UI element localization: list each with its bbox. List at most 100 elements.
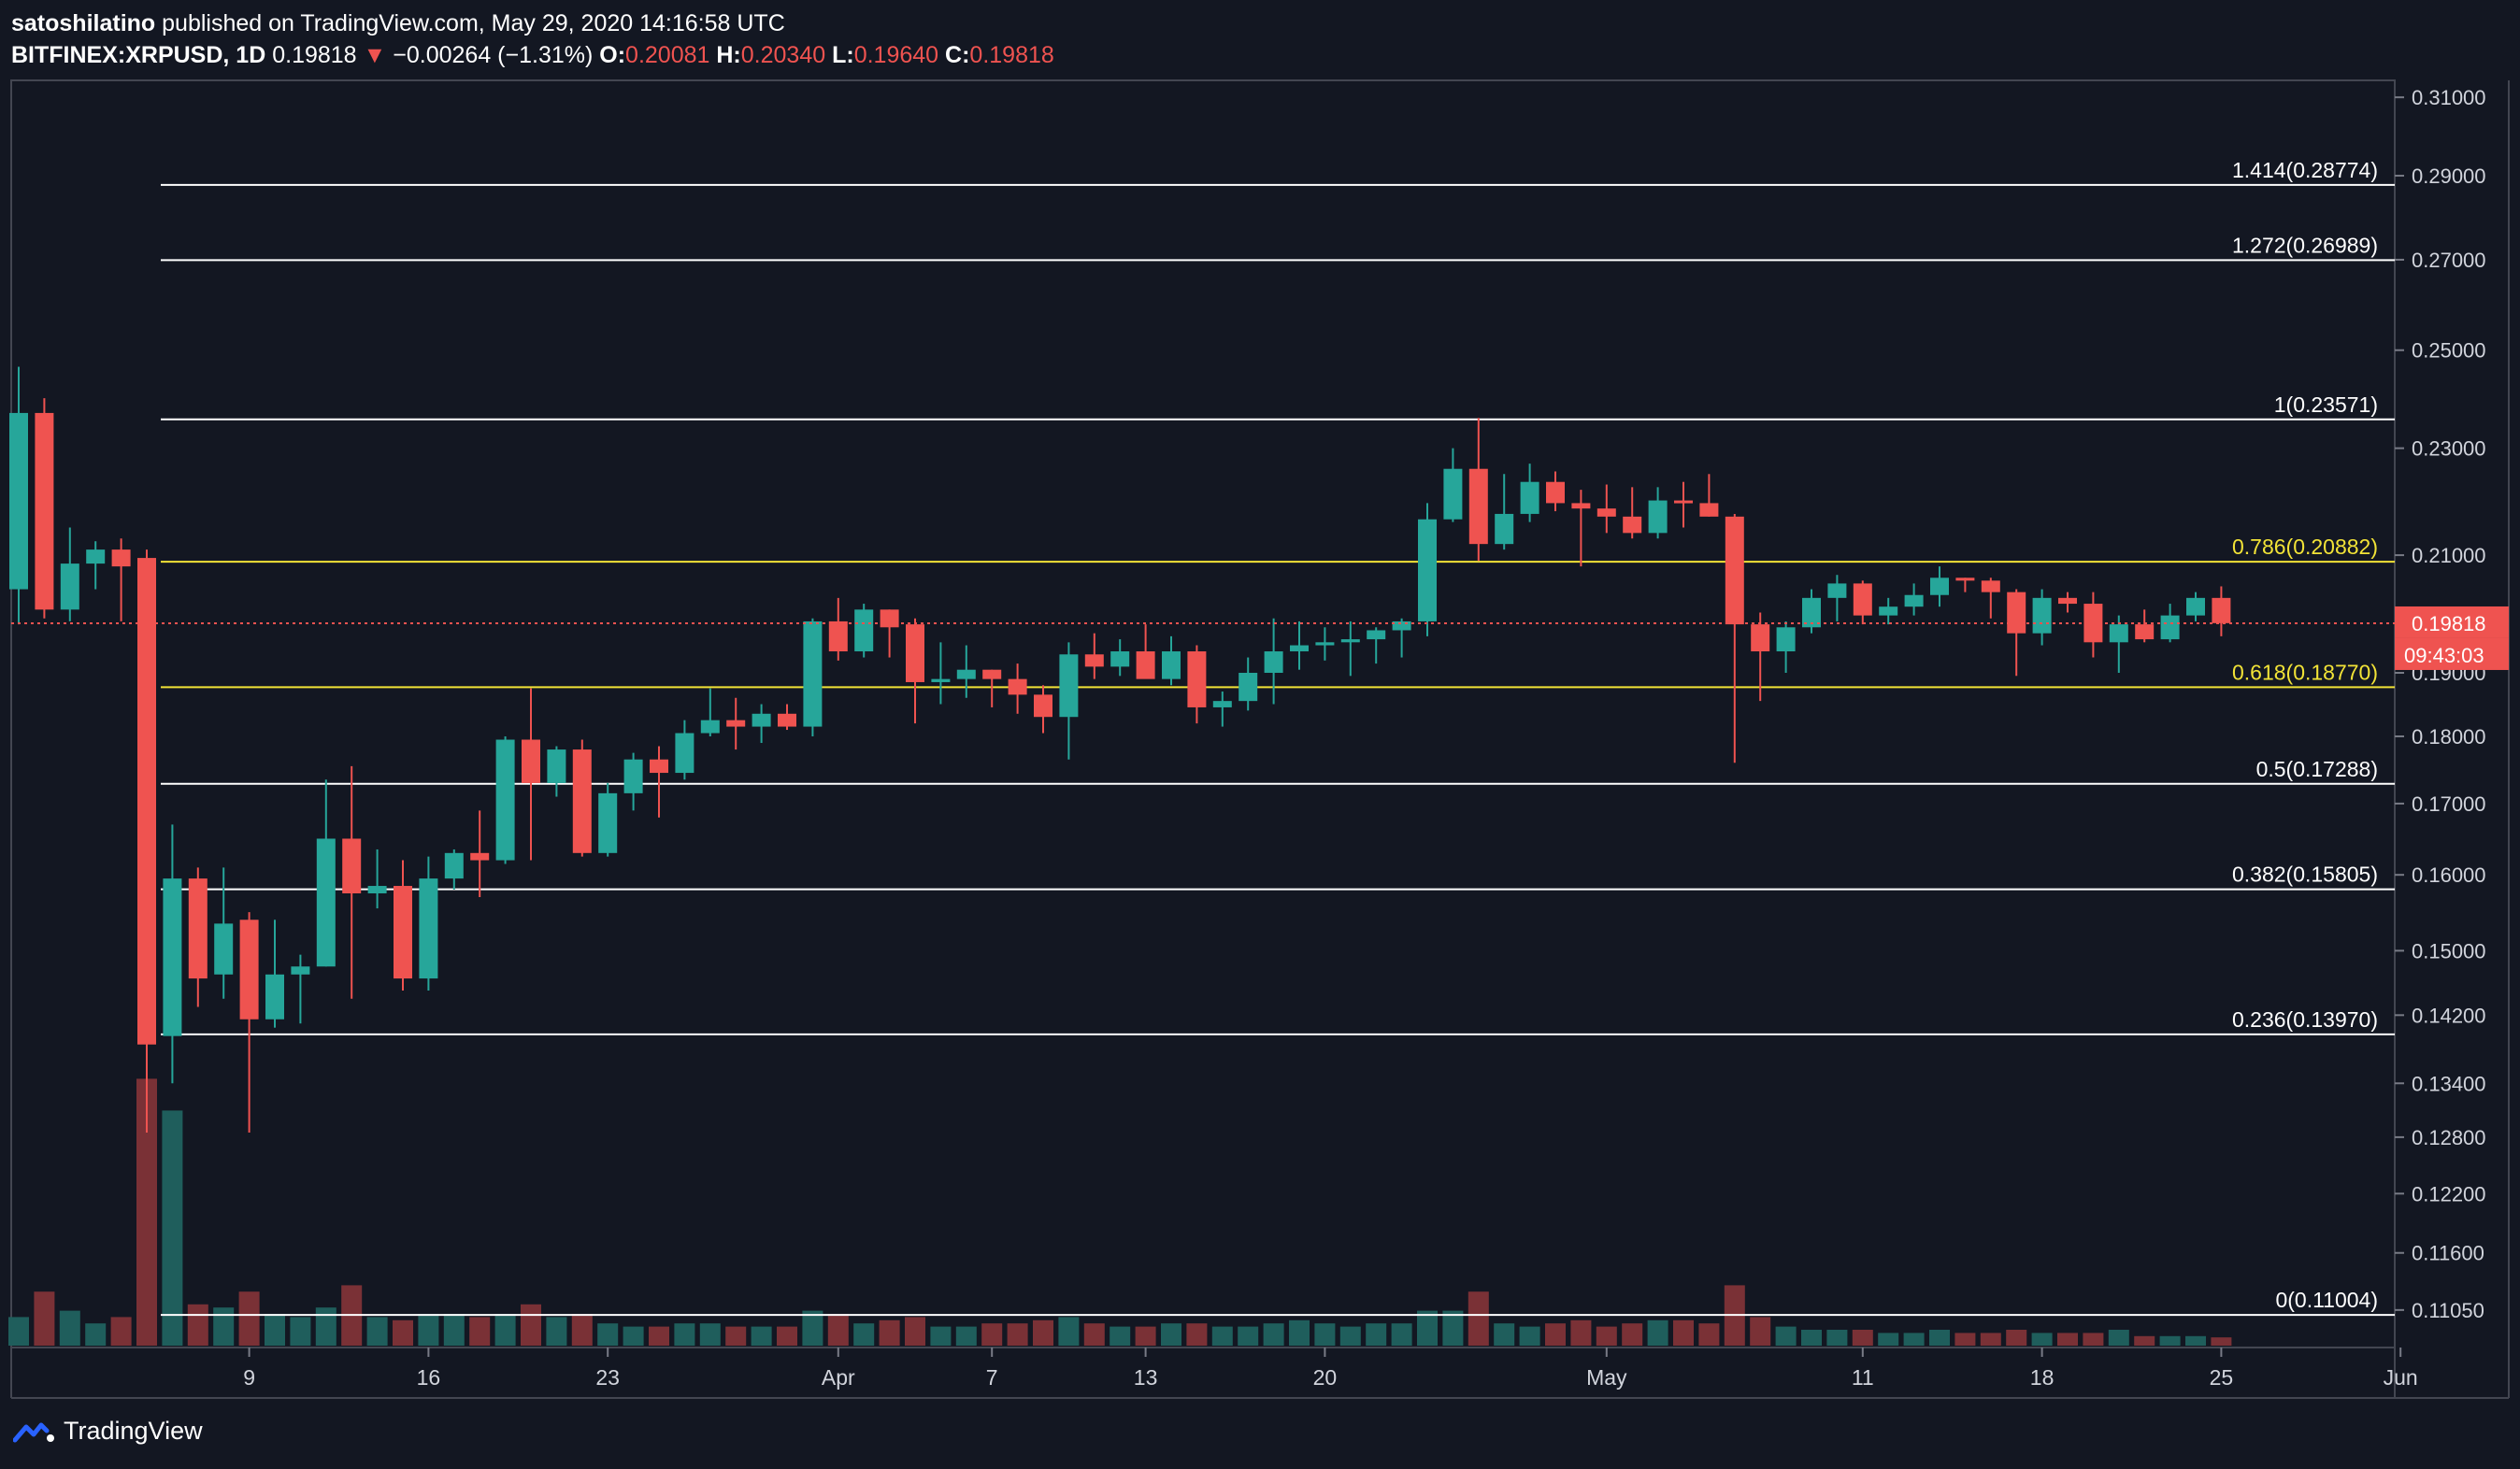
price-tick-label: 0.23000	[2412, 437, 2486, 461]
volume-bar	[571, 1314, 593, 1346]
open-value: 0.20081	[625, 42, 710, 68]
candle-body	[9, 412, 28, 590]
price-tick-label: 0.25000	[2412, 339, 2486, 363]
plot-frame	[10, 79, 2396, 1348]
volume-bar	[1110, 1326, 1131, 1346]
volume-bar	[1903, 1333, 1925, 1346]
candle-body	[547, 749, 566, 783]
fib-label: 0.5(0.17288)	[2256, 757, 2378, 781]
fib-label: 0(0.11004)	[2275, 1288, 2378, 1312]
volume-bar	[1647, 1319, 1668, 1346]
candle-body	[1853, 583, 1872, 616]
volume-bar	[1238, 1326, 1259, 1346]
volume-bar	[1007, 1323, 1028, 1346]
footer-brand[interactable]: TradingView	[13, 1417, 203, 1446]
close-value: 0.19818	[969, 42, 1054, 68]
time-tick-label: 9	[243, 1365, 255, 1390]
candle-body	[598, 792, 618, 853]
candle-body	[1955, 578, 1975, 581]
price-tick-label: 0.12800	[2412, 1126, 2486, 1149]
candle-body	[419, 878, 438, 979]
candle-body	[1059, 654, 1079, 718]
volume-bar	[853, 1323, 875, 1346]
volume-bar	[546, 1317, 567, 1346]
last-price: 0.19818	[272, 42, 357, 68]
time-tick-label: 23	[595, 1365, 620, 1390]
author-name[interactable]: satoshilatino	[11, 10, 156, 36]
time-tick-label: Jun	[2384, 1365, 2418, 1390]
volume-bar	[879, 1319, 900, 1346]
candle-body	[1340, 639, 1360, 643]
candle-body	[137, 558, 156, 1045]
volume-bar	[1801, 1330, 1822, 1346]
candle-body	[700, 720, 720, 734]
candle-body	[60, 563, 79, 610]
brand-name: TradingView	[64, 1417, 203, 1445]
candle-body	[1725, 516, 1744, 625]
volume-bar	[1339, 1326, 1361, 1346]
price-tick-label: 0.16000	[2412, 863, 2486, 887]
time-tick-label: 20	[1313, 1365, 1338, 1390]
candle-body	[495, 739, 515, 861]
candle-body	[35, 412, 54, 610]
candle-body	[1468, 468, 1488, 545]
volume-bar	[827, 1314, 849, 1346]
candle-body	[1751, 624, 1770, 652]
high-value: 0.20340	[740, 42, 826, 68]
candle-body	[342, 838, 362, 893]
fib-label: 0.618(0.18770)	[2232, 660, 2378, 684]
volume-bar	[1033, 1319, 1053, 1346]
candle-body	[1443, 468, 1463, 520]
low-value: 0.19640	[853, 42, 939, 68]
volume-bar	[265, 1314, 285, 1346]
fib-label: 1.414(0.28774)	[2232, 158, 2378, 182]
candle-body	[239, 920, 259, 1020]
candle-body	[2160, 615, 2180, 640]
candle-body	[1418, 519, 1437, 621]
candle-body	[803, 620, 823, 727]
volume-bar	[1673, 1319, 1694, 1346]
candle-body	[1699, 503, 1719, 517]
candle-body	[1367, 630, 1386, 640]
volume-bar	[1519, 1326, 1540, 1346]
candle-body	[394, 886, 412, 979]
candle-body	[444, 852, 464, 879]
volume-bar	[1263, 1323, 1284, 1346]
candle-body	[1802, 597, 1821, 628]
open-label: O:	[599, 42, 626, 68]
candle-body	[1827, 583, 1847, 598]
candle-body	[1110, 651, 1130, 667]
volume-bar	[59, 1310, 80, 1346]
candle-body	[572, 749, 592, 853]
time-tick-label: 18	[2030, 1365, 2055, 1390]
candle-body	[163, 878, 182, 1036]
candle-body	[1212, 701, 1232, 707]
volume-bar	[802, 1310, 823, 1346]
symbol-name[interactable]: BITFINEX:XRPUSD, 1D	[11, 42, 266, 68]
fib-label: 1(0.23571)	[2274, 392, 2378, 417]
volume-bar	[8, 1317, 29, 1346]
volume-bar	[1211, 1326, 1233, 1346]
countdown-label: 09:43:03	[2404, 644, 2484, 667]
price-tick-label: 0.17000	[2412, 792, 2486, 816]
volume-bar	[2006, 1330, 2027, 1346]
volume-bar	[1852, 1330, 1873, 1346]
candle-body	[291, 966, 310, 975]
volume-bar	[1314, 1323, 1336, 1346]
candle-body	[1981, 580, 2000, 592]
candle-body	[956, 669, 976, 679]
candle-body	[1623, 516, 1642, 534]
candle-body	[1239, 672, 1258, 702]
candle-body	[1520, 481, 1539, 514]
volume-bar	[1596, 1326, 1617, 1346]
low-label: L:	[832, 42, 854, 68]
candle-body	[1392, 620, 1411, 631]
tradingview-logo-icon	[13, 1422, 54, 1442]
candle-body	[982, 669, 1002, 679]
candle-body	[623, 759, 643, 793]
volume-bar	[2031, 1333, 2053, 1346]
candle-body	[470, 852, 490, 861]
symbol-line: BITFINEX:XRPUSD, 1D 0.19818 ▼ −0.00264 (…	[11, 39, 1054, 71]
candle-body	[316, 838, 336, 967]
